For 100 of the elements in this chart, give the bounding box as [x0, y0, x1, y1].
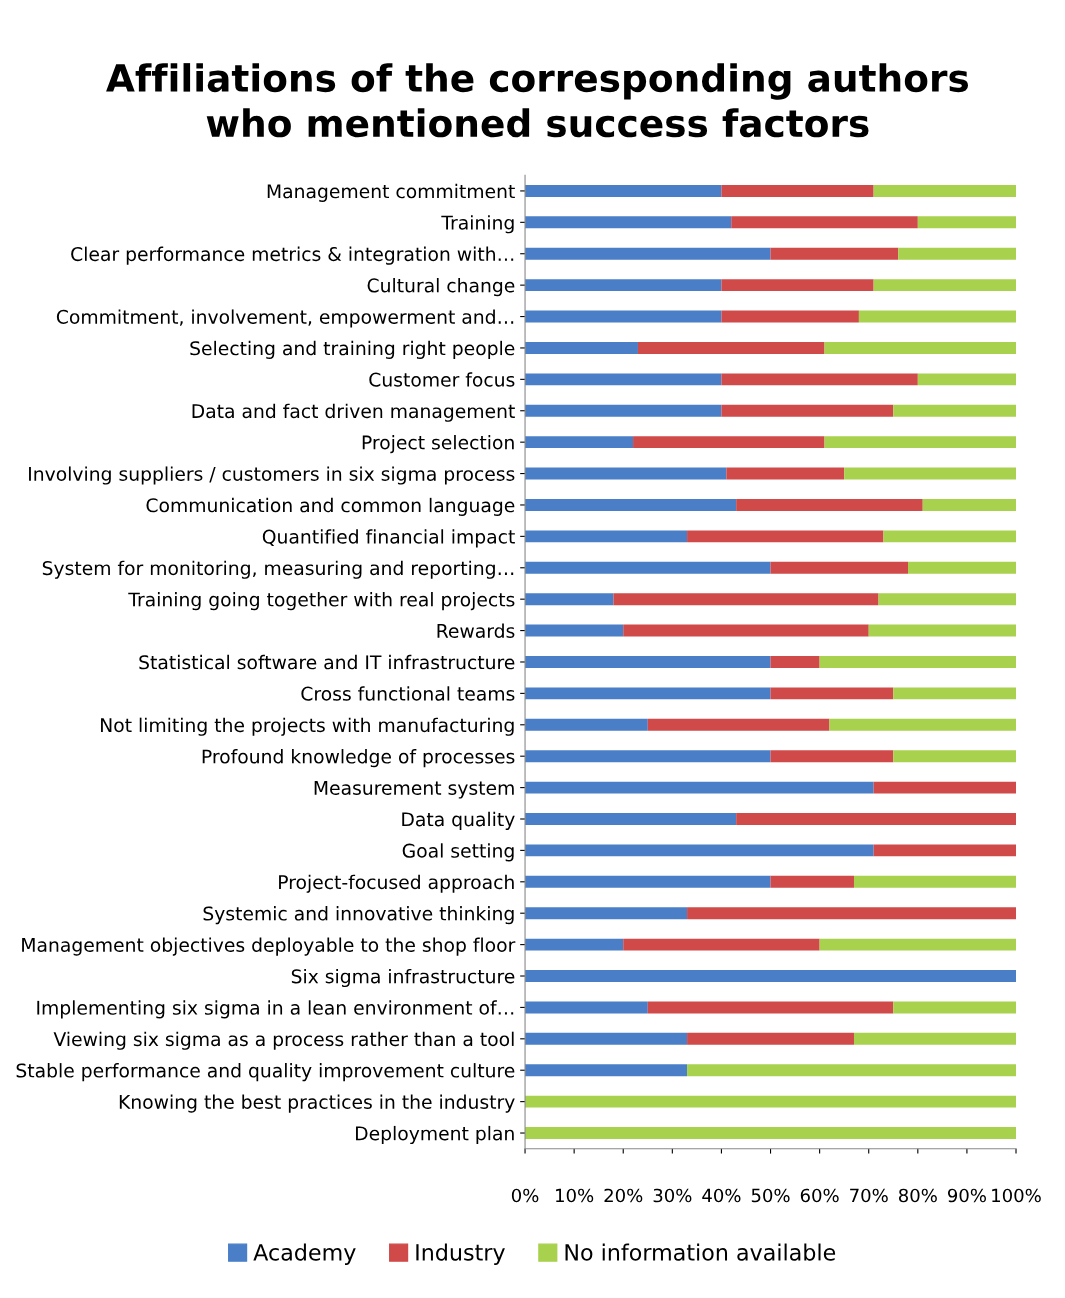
bar — [721, 279, 874, 292]
bar — [878, 593, 1017, 606]
y-tick-label: Project selection — [362, 435, 514, 454]
bar — [647, 718, 830, 731]
x-tick-label: 80% — [898, 1188, 937, 1203]
bar — [687, 1064, 1017, 1077]
y-tick-label: Six sigma infrastructure — [291, 968, 515, 988]
bar — [873, 781, 1017, 794]
bar — [525, 781, 874, 794]
bar — [525, 970, 1017, 982]
bar — [647, 1001, 894, 1014]
bar — [525, 750, 771, 763]
bar — [525, 1127, 1017, 1139]
bar — [525, 561, 771, 574]
bar — [525, 310, 722, 323]
y-tick-label: Not limiting the projects with manufacturing — [101, 717, 514, 736]
bar — [898, 247, 1017, 260]
bar — [525, 813, 737, 825]
x-tick-label: 30% — [653, 1188, 692, 1203]
bar — [525, 718, 648, 731]
y-tick-label: Systemic and innovative thinking — [203, 906, 514, 925]
bar — [525, 844, 874, 857]
bar — [525, 1032, 688, 1045]
bar — [525, 656, 771, 668]
legend-label: No information available — [565, 1243, 836, 1261]
bar — [525, 593, 614, 606]
bar — [770, 687, 894, 700]
bar — [922, 499, 1017, 511]
bar — [824, 341, 1017, 354]
y-tick-label: Commitment, involvement, empowerment and… — [56, 309, 514, 328]
bar — [770, 561, 908, 574]
bar — [525, 875, 771, 888]
bar — [525, 1001, 648, 1014]
bar — [525, 687, 771, 700]
bar — [525, 530, 688, 543]
bar — [893, 1001, 1017, 1014]
bar — [770, 750, 894, 763]
bar — [687, 1032, 854, 1045]
y-tick-label: Selecting and training right people — [190, 340, 515, 359]
bar — [819, 656, 1017, 668]
bar — [858, 310, 1017, 323]
bar — [726, 467, 845, 480]
bar — [525, 499, 737, 511]
bar — [868, 624, 1017, 637]
x-tick-label: 100% — [992, 1188, 1041, 1203]
bar — [770, 656, 820, 668]
bar — [844, 467, 1017, 480]
bar — [736, 499, 923, 511]
y-tick-label: Cross functional teams — [301, 686, 515, 701]
y-tick-label: Statistical software and IT infrastructure — [139, 654, 515, 670]
y-tick-label: Involving suppliers / customers in six sigma process — [29, 466, 515, 485]
y-tick-label: Communication and common language — [146, 497, 515, 516]
x-tick-label: 40% — [702, 1188, 741, 1203]
bar — [623, 624, 869, 637]
bar — [525, 279, 722, 292]
y-tick-label: Knowing the best practices in the industry — [119, 1094, 515, 1113]
bar — [633, 436, 825, 449]
y-tick-label: Quantified financial impact — [262, 529, 515, 548]
bar — [873, 184, 1017, 197]
bar — [853, 875, 1017, 888]
bar — [908, 561, 1017, 574]
y-tick-label: Clear performance metrics & integration with… — [71, 246, 514, 265]
y-tick-label: Data and fact driven management — [192, 403, 515, 422]
bar — [824, 436, 1017, 449]
bar — [525, 1095, 1017, 1108]
legend-label: Academy — [253, 1243, 356, 1266]
bar — [917, 373, 1017, 386]
bar — [623, 938, 820, 951]
x-tick-label: 50% — [751, 1188, 790, 1203]
y-tick-label: Training going together with real projects — [128, 592, 515, 611]
bar — [525, 373, 722, 386]
bar — [770, 875, 854, 888]
y-tick-label: Implementing six sigma in a lean environment of… — [37, 1000, 514, 1019]
bar — [525, 938, 624, 951]
bar — [525, 624, 624, 637]
bar — [731, 216, 918, 229]
bar — [637, 341, 825, 354]
y-tick-label: Project-focused approach — [279, 874, 514, 893]
bar — [721, 404, 894, 417]
bar — [893, 687, 1017, 700]
y-tick-label: Management commitment — [267, 183, 515, 202]
y-tick-label: Management objectives deployable to the shop floor — [22, 937, 516, 956]
bar — [721, 184, 874, 197]
y-tick-label: Deployment plan — [356, 1125, 514, 1145]
y-tick-label: Data quality — [402, 811, 515, 831]
bar — [687, 530, 884, 543]
bar — [525, 247, 771, 260]
bar — [853, 1032, 1017, 1045]
x-tick-label: 60% — [800, 1188, 839, 1203]
bar — [525, 184, 722, 197]
bar — [525, 404, 722, 417]
y-tick-label: Rewards — [437, 623, 515, 638]
bar — [613, 593, 879, 606]
bar — [770, 247, 899, 260]
bar — [736, 813, 1017, 825]
y-tick-label: System for monitoring, measuring and reporting… — [42, 560, 514, 579]
bar — [525, 907, 688, 920]
bar — [721, 373, 918, 386]
x-tick-label: 70% — [850, 1188, 888, 1203]
bar — [819, 938, 1017, 951]
